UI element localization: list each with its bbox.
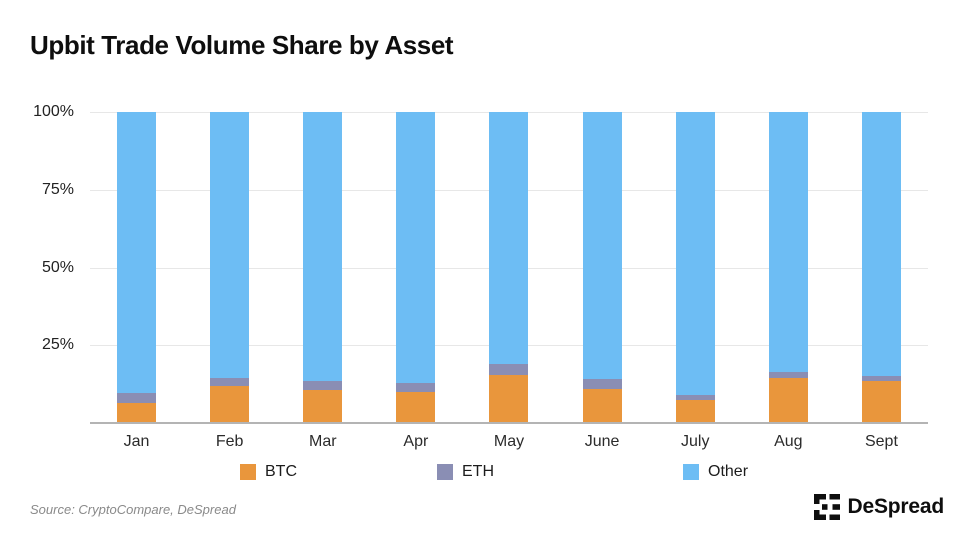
bar-segment-eth-jan[interactable] [117, 393, 157, 403]
x-tick-label-mar: Mar [308, 433, 337, 450]
stacked-bar-feb[interactable] [210, 112, 250, 423]
bar-segment-eth-june[interactable] [582, 379, 622, 389]
bar-segment-btc-jan[interactable] [117, 402, 157, 423]
x-tick-label-june: June [584, 433, 620, 450]
despread-logo-icon [813, 494, 840, 520]
y-tick-label: 100% [33, 103, 74, 120]
legend-swatch-other [683, 464, 699, 480]
bar-segment-btc-may[interactable] [489, 374, 529, 423]
stacked-bar-july[interactable] [675, 112, 715, 423]
stacked-bar-sept[interactable] [861, 112, 901, 423]
brand-name: DeSpread [847, 495, 945, 518]
x-axis-line [90, 422, 928, 424]
bar-segment-eth-feb[interactable] [210, 377, 250, 386]
bar-segment-btc-mar[interactable] [303, 390, 343, 423]
stacked-bar-mar[interactable] [303, 112, 343, 423]
bar-segment-btc-feb[interactable] [210, 385, 250, 423]
legend-label-btc: BTC [265, 463, 297, 480]
bar-slot-sept [835, 112, 928, 423]
bar-segment-other-july[interactable] [675, 112, 715, 396]
legend: BTC ETH Other [0, 463, 972, 485]
x-axis: Jan Feb Mar Apr May June July Aug Sept [90, 433, 928, 451]
page-title: Upbit Trade Volume Share by Asset [30, 30, 454, 60]
legend-swatch-btc [240, 464, 256, 480]
bar-segment-btc-june[interactable] [582, 388, 622, 423]
stacked-bar-may[interactable] [489, 112, 529, 423]
bar-segment-other-sept[interactable] [861, 112, 901, 377]
x-tick-label-aug: Aug [774, 433, 803, 450]
bar-segment-btc-aug[interactable] [768, 377, 808, 423]
plot-area [90, 112, 928, 424]
brand-lockup: DeSpread [813, 494, 945, 520]
bar-segment-eth-sept[interactable] [861, 376, 901, 382]
legend-item-eth: ETH [437, 463, 494, 481]
bar-segment-other-mar[interactable] [303, 112, 343, 382]
legend-swatch-eth [437, 464, 453, 480]
x-tick-label-jan: Jan [123, 433, 150, 450]
bar-segment-eth-may[interactable] [489, 363, 529, 375]
bars [90, 112, 928, 423]
bar-segment-eth-july[interactable] [675, 395, 715, 400]
stacked-bar-aug[interactable] [768, 112, 808, 423]
bar-segment-btc-apr[interactable] [396, 391, 436, 423]
legend-item-other: Other [683, 463, 748, 481]
x-tick-label-may: May [493, 433, 525, 450]
bar-segment-other-june[interactable] [582, 112, 622, 380]
bar-slot-aug [742, 112, 835, 423]
bar-slot-july [649, 112, 742, 423]
bar-segment-other-feb[interactable] [210, 112, 250, 378]
legend-label-other: Other [708, 463, 749, 480]
y-tick-label: 25% [41, 336, 74, 354]
y-tick-label: 75% [41, 180, 74, 198]
bar-segment-btc-sept[interactable] [861, 381, 901, 423]
bar-segment-other-aug[interactable] [768, 112, 808, 372]
stacked-bar-june[interactable] [582, 112, 622, 423]
stacked-bar-apr[interactable] [396, 112, 436, 423]
legend-item-btc: BTC [240, 463, 297, 481]
bar-slot-apr [369, 112, 462, 423]
bar-segment-other-apr[interactable] [396, 112, 436, 383]
bar-segment-other-jan[interactable] [117, 112, 157, 394]
bar-slot-june [556, 112, 649, 423]
bar-segment-other-may[interactable] [489, 112, 529, 364]
bar-segment-eth-mar[interactable] [303, 381, 343, 391]
bar-slot-feb [183, 112, 276, 423]
legend-label-eth: ETH [462, 463, 494, 480]
bar-segment-btc-july[interactable] [675, 399, 715, 423]
bar-slot-may [462, 112, 555, 423]
bar-slot-jan [90, 112, 183, 423]
x-tick-label-sept: Sept [864, 433, 898, 450]
y-tick-label: 50% [41, 258, 74, 276]
stacked-bar-jan[interactable] [117, 112, 157, 423]
x-tick-label-feb: Feb [215, 433, 244, 450]
x-tick-label-apr: Apr [403, 433, 429, 450]
y-axis: 100% 75% 50% 25% [0, 103, 82, 423]
source-note: Source: CryptoCompare, DeSpread [30, 502, 236, 517]
bar-segment-eth-aug[interactable] [768, 371, 808, 378]
x-tick-label-july: July [680, 433, 710, 450]
bar-segment-eth-apr[interactable] [396, 382, 436, 392]
bar-slot-mar [276, 112, 369, 423]
